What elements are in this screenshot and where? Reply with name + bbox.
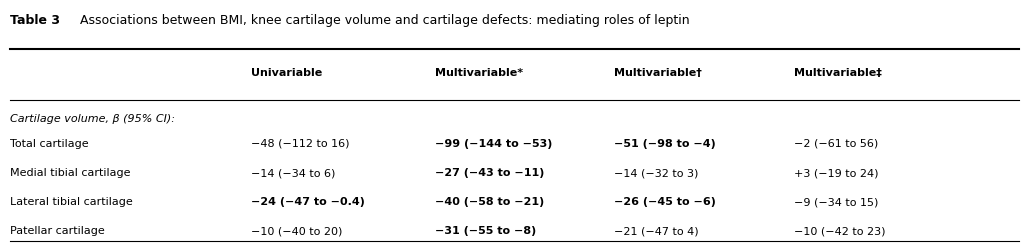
Text: −21 (−47 to 4): −21 (−47 to 4) [614, 226, 699, 236]
Text: Multivariable*: Multivariable* [435, 68, 523, 78]
Text: Multivariable‡: Multivariable‡ [794, 68, 882, 78]
Text: Lateral tibial cartilage: Lateral tibial cartilage [10, 197, 133, 207]
Text: −10 (−42 to 23): −10 (−42 to 23) [794, 226, 885, 236]
Text: −48 (−112 to 16): −48 (−112 to 16) [251, 139, 349, 149]
Text: Patellar cartilage: Patellar cartilage [10, 226, 105, 236]
Text: −51 (−98 to −4): −51 (−98 to −4) [614, 139, 716, 149]
Text: −99 (−144 to −53): −99 (−144 to −53) [435, 139, 553, 149]
Text: −9 (−34 to 15): −9 (−34 to 15) [794, 197, 878, 207]
Text: Univariable: Univariable [251, 68, 323, 78]
Text: −40 (−58 to −21): −40 (−58 to −21) [435, 197, 545, 207]
Text: −24 (−47 to −0.4): −24 (−47 to −0.4) [251, 197, 365, 207]
Text: Table 3: Table 3 [10, 14, 60, 27]
Text: −14 (−34 to 6): −14 (−34 to 6) [251, 168, 335, 178]
Text: Cartilage volume, β (95% CI):: Cartilage volume, β (95% CI): [10, 114, 175, 124]
Text: Medial tibial cartilage: Medial tibial cartilage [10, 168, 131, 178]
Text: Multivariable†: Multivariable† [614, 68, 702, 78]
Text: −2 (−61 to 56): −2 (−61 to 56) [794, 139, 878, 149]
Text: −10 (−40 to 20): −10 (−40 to 20) [251, 226, 342, 236]
Text: Total cartilage: Total cartilage [10, 139, 89, 149]
Text: +3 (−19 to 24): +3 (−19 to 24) [794, 168, 879, 178]
Text: −26 (−45 to −6): −26 (−45 to −6) [614, 197, 716, 207]
Text: −31 (−55 to −8): −31 (−55 to −8) [435, 226, 537, 236]
Text: Associations between BMI, knee cartilage volume and cartilage defects: mediating: Associations between BMI, knee cartilage… [80, 14, 689, 27]
Text: −27 (−43 to −11): −27 (−43 to −11) [435, 168, 545, 178]
Text: −14 (−32 to 3): −14 (−32 to 3) [614, 168, 698, 178]
